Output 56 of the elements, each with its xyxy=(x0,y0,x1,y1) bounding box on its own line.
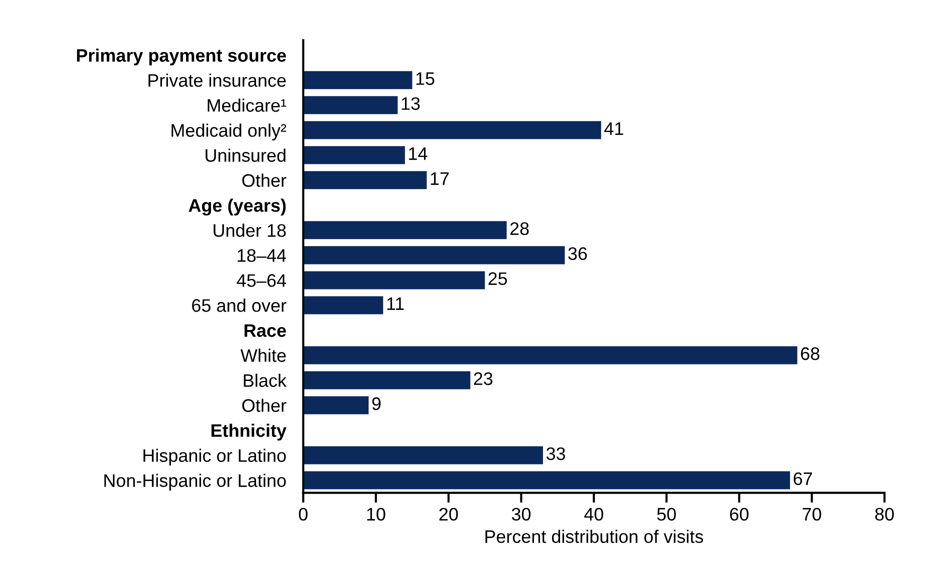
y-tick-label: Age (years) xyxy=(188,198,286,216)
bar xyxy=(303,446,543,464)
x-tick-label: 70 xyxy=(802,508,822,521)
y-tick-label: White xyxy=(240,348,286,362)
bar xyxy=(303,471,790,490)
bar xyxy=(303,221,507,240)
bar xyxy=(303,71,412,90)
y-tick-label: 18–44 xyxy=(238,249,286,262)
bar xyxy=(303,171,427,190)
x-tick-label: 60 xyxy=(730,508,749,521)
y-tick-label: Medicaid only² xyxy=(172,124,286,140)
data-label: 33 xyxy=(546,447,566,460)
data-label: 9 xyxy=(372,397,381,410)
bar xyxy=(303,96,398,114)
y-tick-label: Under 18 xyxy=(214,224,286,237)
data-label: 68 xyxy=(800,347,820,360)
y-tick-label: Other xyxy=(242,398,286,412)
data-label: 15 xyxy=(416,72,434,85)
x-tick-label: 10 xyxy=(367,508,386,521)
y-tick-label: Ethnicity xyxy=(212,424,286,441)
x-tick-label: 40 xyxy=(584,508,604,521)
y-tick-label: Race xyxy=(244,324,286,337)
bar xyxy=(303,396,369,414)
y-tick-label: Other xyxy=(242,174,286,187)
y-tick-label: 65 and over xyxy=(192,298,286,312)
y-tick-label: Non-Hispanic or Latino xyxy=(104,474,286,491)
bar xyxy=(303,246,565,264)
bar xyxy=(303,371,470,390)
data-label: 14 xyxy=(409,147,428,160)
data-label: 67 xyxy=(794,472,812,486)
bar xyxy=(303,271,485,290)
data-label: 23 xyxy=(474,372,492,386)
data-label: 36 xyxy=(568,247,587,260)
y-tick-label: Black xyxy=(244,374,287,387)
y-tick-label: 45–64 xyxy=(236,274,286,287)
y-tick-label: Uninsured xyxy=(206,148,286,162)
x-axis-title: Percent distribution of visits xyxy=(485,530,704,544)
y-tick-label: Primary payment source xyxy=(77,48,286,66)
bar xyxy=(303,346,798,364)
data-label: 13 xyxy=(402,97,420,110)
y-tick-label: Hispanic or Latino xyxy=(144,448,286,466)
x-tick-label: 80 xyxy=(875,508,894,521)
bar xyxy=(303,121,602,140)
data-label: 41 xyxy=(604,122,624,135)
y-tick-label: Private insurance xyxy=(148,74,286,87)
x-tick-label: 0 xyxy=(298,508,308,521)
x-tick-label: 30 xyxy=(512,508,531,521)
x-tick-label: 20 xyxy=(439,508,458,521)
data-label: 25 xyxy=(488,272,507,286)
data-label: 28 xyxy=(510,222,529,236)
data-label: 17 xyxy=(430,172,449,185)
bar xyxy=(303,296,384,314)
bar xyxy=(303,146,405,164)
y-tick-label: Medicare¹ xyxy=(208,98,286,112)
data-label: 11 xyxy=(387,297,404,310)
x-tick-label: 50 xyxy=(657,508,676,521)
